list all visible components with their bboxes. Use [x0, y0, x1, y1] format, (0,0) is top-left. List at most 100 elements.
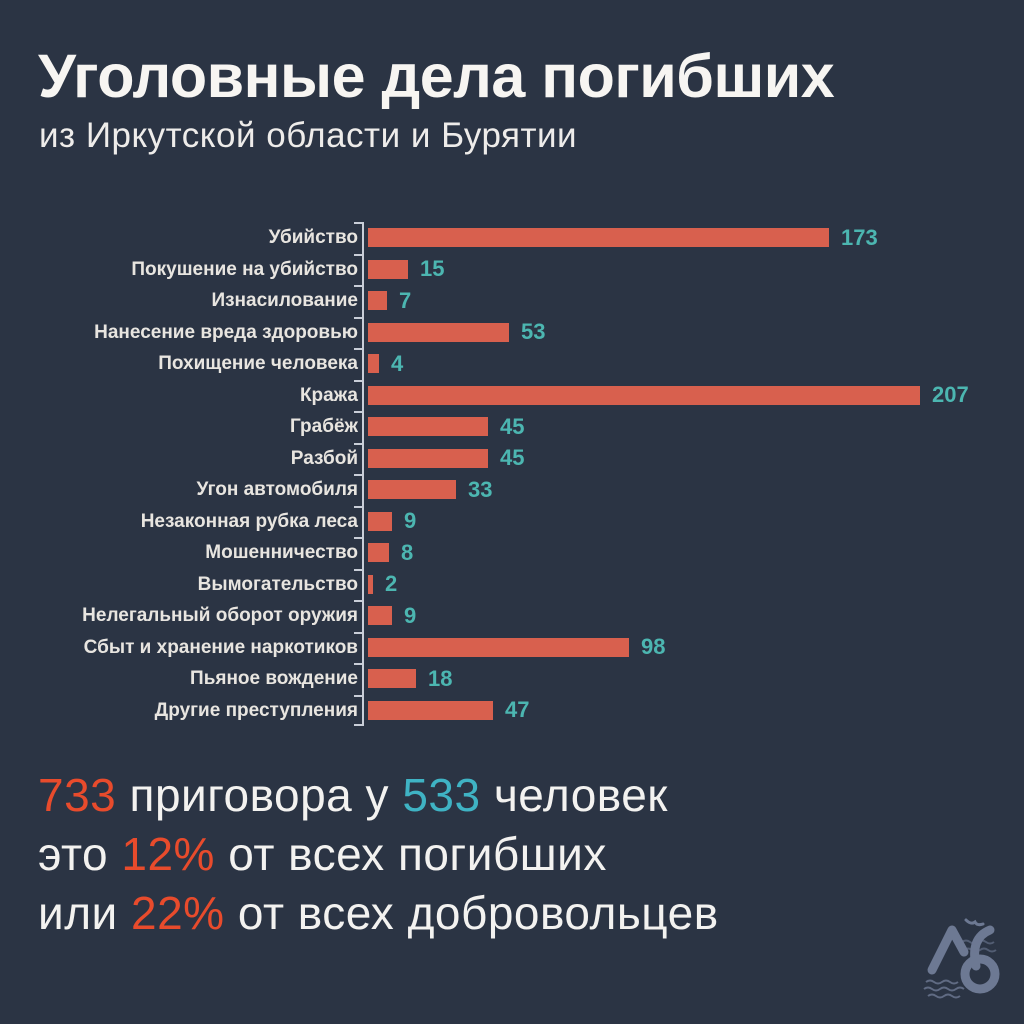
bar — [368, 511, 392, 531]
summary-line-1-end: человек — [480, 769, 668, 821]
chart-row: Покушение на убийство 15 — [36, 254, 996, 286]
chart-row: Пьяное вождение 18 — [36, 663, 996, 695]
bar — [368, 385, 920, 405]
summary-line-3: или 22% от всех добровольцев — [38, 884, 719, 943]
header: Уголовные дела погибших из Иркутской обл… — [38, 42, 835, 156]
bar — [368, 480, 456, 500]
bar — [368, 417, 488, 437]
bar — [368, 669, 416, 689]
value-label: 98 — [641, 634, 666, 660]
bar-zone: 45 — [368, 413, 525, 439]
chart-row: Угон автомобиля 33 — [36, 474, 996, 506]
pct-of-dead: 12% — [121, 827, 215, 880]
chart-row: Незаконная рубка леса 9 — [36, 506, 996, 538]
chart-row: Убийство 173 — [36, 222, 996, 254]
value-label: 173 — [841, 224, 878, 250]
bar-zone: 173 — [368, 224, 878, 250]
bar — [368, 448, 488, 468]
category-label: Пьяное вождение — [190, 668, 358, 690]
category-label: Убийство — [268, 227, 358, 249]
chart-row: Нелегальный оборот оружия 9 — [36, 600, 996, 632]
bar — [368, 637, 629, 657]
bar — [368, 354, 379, 374]
bar-zone: 98 — [368, 636, 665, 658]
bar — [368, 259, 408, 279]
people-count: 533 — [402, 769, 481, 821]
category-label: Другие преступления — [154, 699, 358, 721]
bar-zone: 33 — [368, 478, 492, 501]
chart-row: Разбой 45 — [36, 443, 996, 475]
summary-line-1-mid: приговора у — [116, 769, 403, 821]
chart-row: Сбыт и хранение наркотиков 98 — [36, 632, 996, 664]
chart-rows: Убийство 173 Покушение на убийство 15 Из… — [36, 222, 996, 726]
page-title: Уголовные дела погибших — [38, 42, 835, 110]
category-label: Грабёж — [290, 416, 358, 438]
value-label: 45 — [500, 445, 525, 471]
bar-zone: 53 — [368, 321, 545, 343]
chart-row: Нанесение вреда здоровью 53 — [36, 317, 996, 349]
category-label: Изнасилование — [211, 290, 358, 312]
category-label: Нелегальный оборот оружия — [82, 605, 358, 627]
bar — [368, 606, 392, 626]
bar — [368, 322, 509, 342]
category-label: Угон автомобиля — [196, 479, 358, 501]
value-label: 4 — [391, 350, 404, 376]
value-label: 9 — [404, 508, 417, 534]
chart-row: Другие преступления 47 — [36, 695, 996, 727]
value-label: 9 — [404, 602, 417, 628]
bar-zone: 47 — [368, 699, 529, 721]
bar-zone: 45 — [368, 447, 524, 469]
category-label: Похищение человека — [158, 353, 358, 375]
value-label: 15 — [420, 256, 445, 282]
summary-line-3-end: от всех добровольцев — [224, 886, 719, 939]
category-label: Незаконная рубка леса — [140, 510, 358, 532]
pct-of-volunteers: 22% — [131, 886, 225, 939]
bar — [368, 543, 389, 563]
summary-line-1: 733 приговора у 533 человек — [38, 766, 719, 825]
chart-row: Кража 207 — [36, 380, 996, 412]
value-label: 47 — [505, 697, 530, 723]
category-label: Покушение на убийство — [131, 258, 358, 280]
bar-zone: 9 — [368, 510, 416, 532]
value-label: 7 — [399, 287, 412, 313]
verdicts-count: 733 — [38, 769, 117, 821]
category-label: Мошенничество — [205, 542, 358, 564]
chart-row: Изнасилование 7 — [36, 285, 996, 317]
bar — [368, 574, 373, 594]
chart-row: Вымогательство 2 — [36, 569, 996, 601]
axis-line — [354, 222, 364, 726]
page-subtitle: из Иркутской области и Бурятии — [39, 116, 578, 156]
summary-text: 733 приговора у 533 человек это 12% от в… — [38, 766, 719, 943]
chart-row: Грабёж 45 — [36, 411, 996, 443]
bar-zone: 15 — [368, 258, 444, 280]
bar-zone: 9 — [368, 602, 417, 628]
bar — [368, 291, 387, 311]
value-label: 207 — [932, 382, 969, 408]
summary-line-2-start: это — [38, 827, 122, 880]
bar-zone: 2 — [368, 573, 397, 595]
summary-line-3-start: или — [38, 886, 132, 939]
bar — [368, 228, 829, 248]
value-label: 8 — [401, 539, 414, 565]
chart-row: Мошенничество 8 — [36, 537, 996, 569]
category-label: Сбыт и хранение наркотиков — [83, 636, 358, 658]
value-label: 53 — [521, 319, 546, 345]
category-label: Кража — [299, 384, 358, 406]
value-label: 2 — [385, 571, 398, 597]
summary-line-2: это 12% от всех погибших — [38, 825, 719, 884]
lb-logo-icon — [923, 918, 1000, 999]
bar-zone: 4 — [368, 350, 404, 376]
bar-zone: 8 — [368, 539, 414, 565]
category-label: Разбой — [290, 447, 358, 469]
summary-line-2-end: от всех погибших — [214, 827, 607, 880]
bar-chart: Убийство 173 Покушение на убийство 15 Из… — [36, 222, 996, 726]
category-label: Нанесение вреда здоровью — [94, 321, 358, 343]
value-label: 45 — [500, 413, 525, 439]
chart-row: Похищение человека 4 — [36, 348, 996, 380]
category-label: Вымогательство — [197, 573, 358, 595]
bar-zone: 207 — [368, 384, 969, 406]
bar — [368, 700, 493, 720]
bar-zone: 7 — [368, 287, 412, 313]
value-label: 18 — [428, 665, 453, 691]
